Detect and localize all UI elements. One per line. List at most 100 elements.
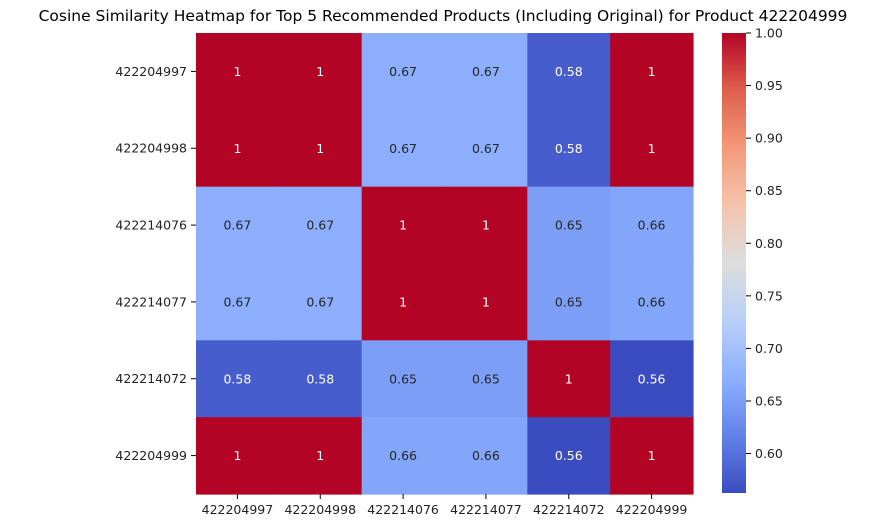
cell-value-label: 1 xyxy=(648,64,656,79)
heatmap-cell xyxy=(444,263,528,341)
heatmap-cell xyxy=(278,186,363,265)
heatmap-cell xyxy=(444,417,528,495)
colorbar-tick-label: 0.85 xyxy=(755,183,783,198)
colorbar-tick-label: 0.95 xyxy=(755,78,783,93)
colorbar-tick-label: 0.75 xyxy=(755,288,783,303)
x-tick-label: 422214076 xyxy=(367,502,439,517)
heatmap-annotations: 1 1 0.67 0.67 0.58 1 1 1 0.67 0.67 0.58 1 0.67 0.67 1 1… xyxy=(223,64,665,463)
cell-value-label: 0.58 xyxy=(223,371,251,386)
x-tick-label: 422204998 xyxy=(284,502,356,517)
heatmap-cells xyxy=(196,33,694,495)
cell-value-label: 1 xyxy=(648,141,656,156)
heatmap-cell xyxy=(361,109,446,188)
heatmap-cell xyxy=(527,186,611,265)
cell-value-label: 0.67 xyxy=(306,218,334,233)
heatmap-cell xyxy=(361,186,446,265)
heatmap-cell xyxy=(527,263,611,341)
y-tick-label: 422214072 xyxy=(115,371,187,386)
heatmap-cell xyxy=(278,340,363,418)
x-tick-label: 422204997 xyxy=(202,502,274,517)
cell-value-label: 0.66 xyxy=(638,218,666,233)
cell-value-label: 1 xyxy=(482,294,490,309)
heatmap-cell xyxy=(444,109,528,188)
cell-value-label: 1 xyxy=(399,294,407,309)
heatmap-cell xyxy=(361,417,446,495)
heatmap-cell xyxy=(444,33,528,111)
heatmap-cell xyxy=(610,33,694,111)
heatmap-cell xyxy=(610,263,694,341)
colorbar xyxy=(722,33,746,493)
heatmap-cell xyxy=(610,186,694,265)
heatmap-cell xyxy=(610,417,694,495)
y-tick-label: 422204998 xyxy=(115,141,187,156)
heatmap-cell xyxy=(196,340,280,418)
heatmap-cell xyxy=(196,263,280,341)
colorbar-tick-label: 0.65 xyxy=(755,394,783,409)
heatmap-cell xyxy=(278,263,363,341)
cell-value-label: 0.58 xyxy=(306,371,334,386)
heatmap-cell xyxy=(196,109,280,188)
cell-value-label: 0.67 xyxy=(389,64,417,79)
cell-value-label: 1 xyxy=(316,141,324,156)
colorbar-tick-label: 0.60 xyxy=(755,446,783,461)
cell-value-label: 0.67 xyxy=(306,294,334,309)
cell-value-label: 0.67 xyxy=(389,141,417,156)
x-tick-label: 422214072 xyxy=(533,502,605,517)
colorbar-ticks: 0.60 0.65 0.70 0.75 0.80 0.85 0.90 0.95 1.00 xyxy=(746,26,783,461)
cell-value-label: 1 xyxy=(482,218,490,233)
heatmap-cell xyxy=(196,33,280,111)
cell-value-label: 0.67 xyxy=(223,294,251,309)
y-tick-label: 422204999 xyxy=(115,448,187,463)
y-tick-label: 422214077 xyxy=(115,294,187,309)
cell-value-label: 0.65 xyxy=(555,218,583,233)
cell-value-label: 0.56 xyxy=(638,371,666,386)
cell-value-label: 1 xyxy=(316,64,324,79)
cell-value-label: 0.67 xyxy=(223,218,251,233)
chart-title: Cosine Similarity Heatmap for Top 5 Reco… xyxy=(39,7,848,25)
heatmap-cell xyxy=(278,109,363,188)
cell-value-label: 0.65 xyxy=(555,294,583,309)
heatmap-cell xyxy=(278,33,363,111)
x-tick-label: 422204999 xyxy=(616,502,688,517)
heatmap-cell xyxy=(361,340,446,418)
colorbar-tick-label: 1.00 xyxy=(755,26,783,41)
y-tick-label: 422204997 xyxy=(115,64,187,79)
heatmap-cell xyxy=(610,109,694,188)
cell-value-label: 1 xyxy=(648,448,656,463)
heatmap-cell xyxy=(361,33,446,111)
cell-value-label: 1 xyxy=(233,64,241,79)
heatmap-cell xyxy=(444,340,528,418)
heatmap-cell xyxy=(527,109,611,188)
heatmap-cell xyxy=(196,417,280,495)
cell-value-label: 0.58 xyxy=(555,141,583,156)
cell-value-label: 0.58 xyxy=(555,64,583,79)
heatmap-cell xyxy=(527,340,611,418)
colorbar-tick-label: 0.90 xyxy=(755,131,783,146)
cell-value-label: 0.67 xyxy=(472,141,500,156)
cell-value-label: 0.66 xyxy=(389,448,417,463)
cell-value-label: 0.66 xyxy=(472,448,500,463)
x-axis-ticks: 422204997 422204998 422214076 422214077 4222… xyxy=(202,493,688,517)
cell-value-label: 0.65 xyxy=(389,371,417,386)
heatmap-cell xyxy=(610,340,694,418)
cell-value-label: 1 xyxy=(316,448,324,463)
x-tick-label: 422214077 xyxy=(450,502,522,517)
cell-value-label: 1 xyxy=(565,371,573,386)
cell-value-label: 0.65 xyxy=(472,371,500,386)
y-tick-label: 422214076 xyxy=(115,218,187,233)
cell-value-label: 0.56 xyxy=(555,448,583,463)
cell-value-label: 1 xyxy=(399,218,407,233)
cell-value-label: 0.67 xyxy=(472,64,500,79)
y-axis-ticks: 422204997 422204998 422214076 422214077 4222… xyxy=(115,64,196,463)
heatmap-cell xyxy=(444,186,528,265)
heatmap-cell xyxy=(527,417,611,495)
heatmap-cell xyxy=(527,33,611,111)
cell-value-label: 1 xyxy=(233,141,241,156)
heatmap-cell xyxy=(278,417,363,495)
cell-value-label: 0.66 xyxy=(638,294,666,309)
heatmap-cell xyxy=(196,186,280,265)
cell-value-label: 1 xyxy=(233,448,241,463)
colorbar-tick-label: 0.80 xyxy=(755,236,783,251)
heatmap-cell xyxy=(361,263,446,341)
